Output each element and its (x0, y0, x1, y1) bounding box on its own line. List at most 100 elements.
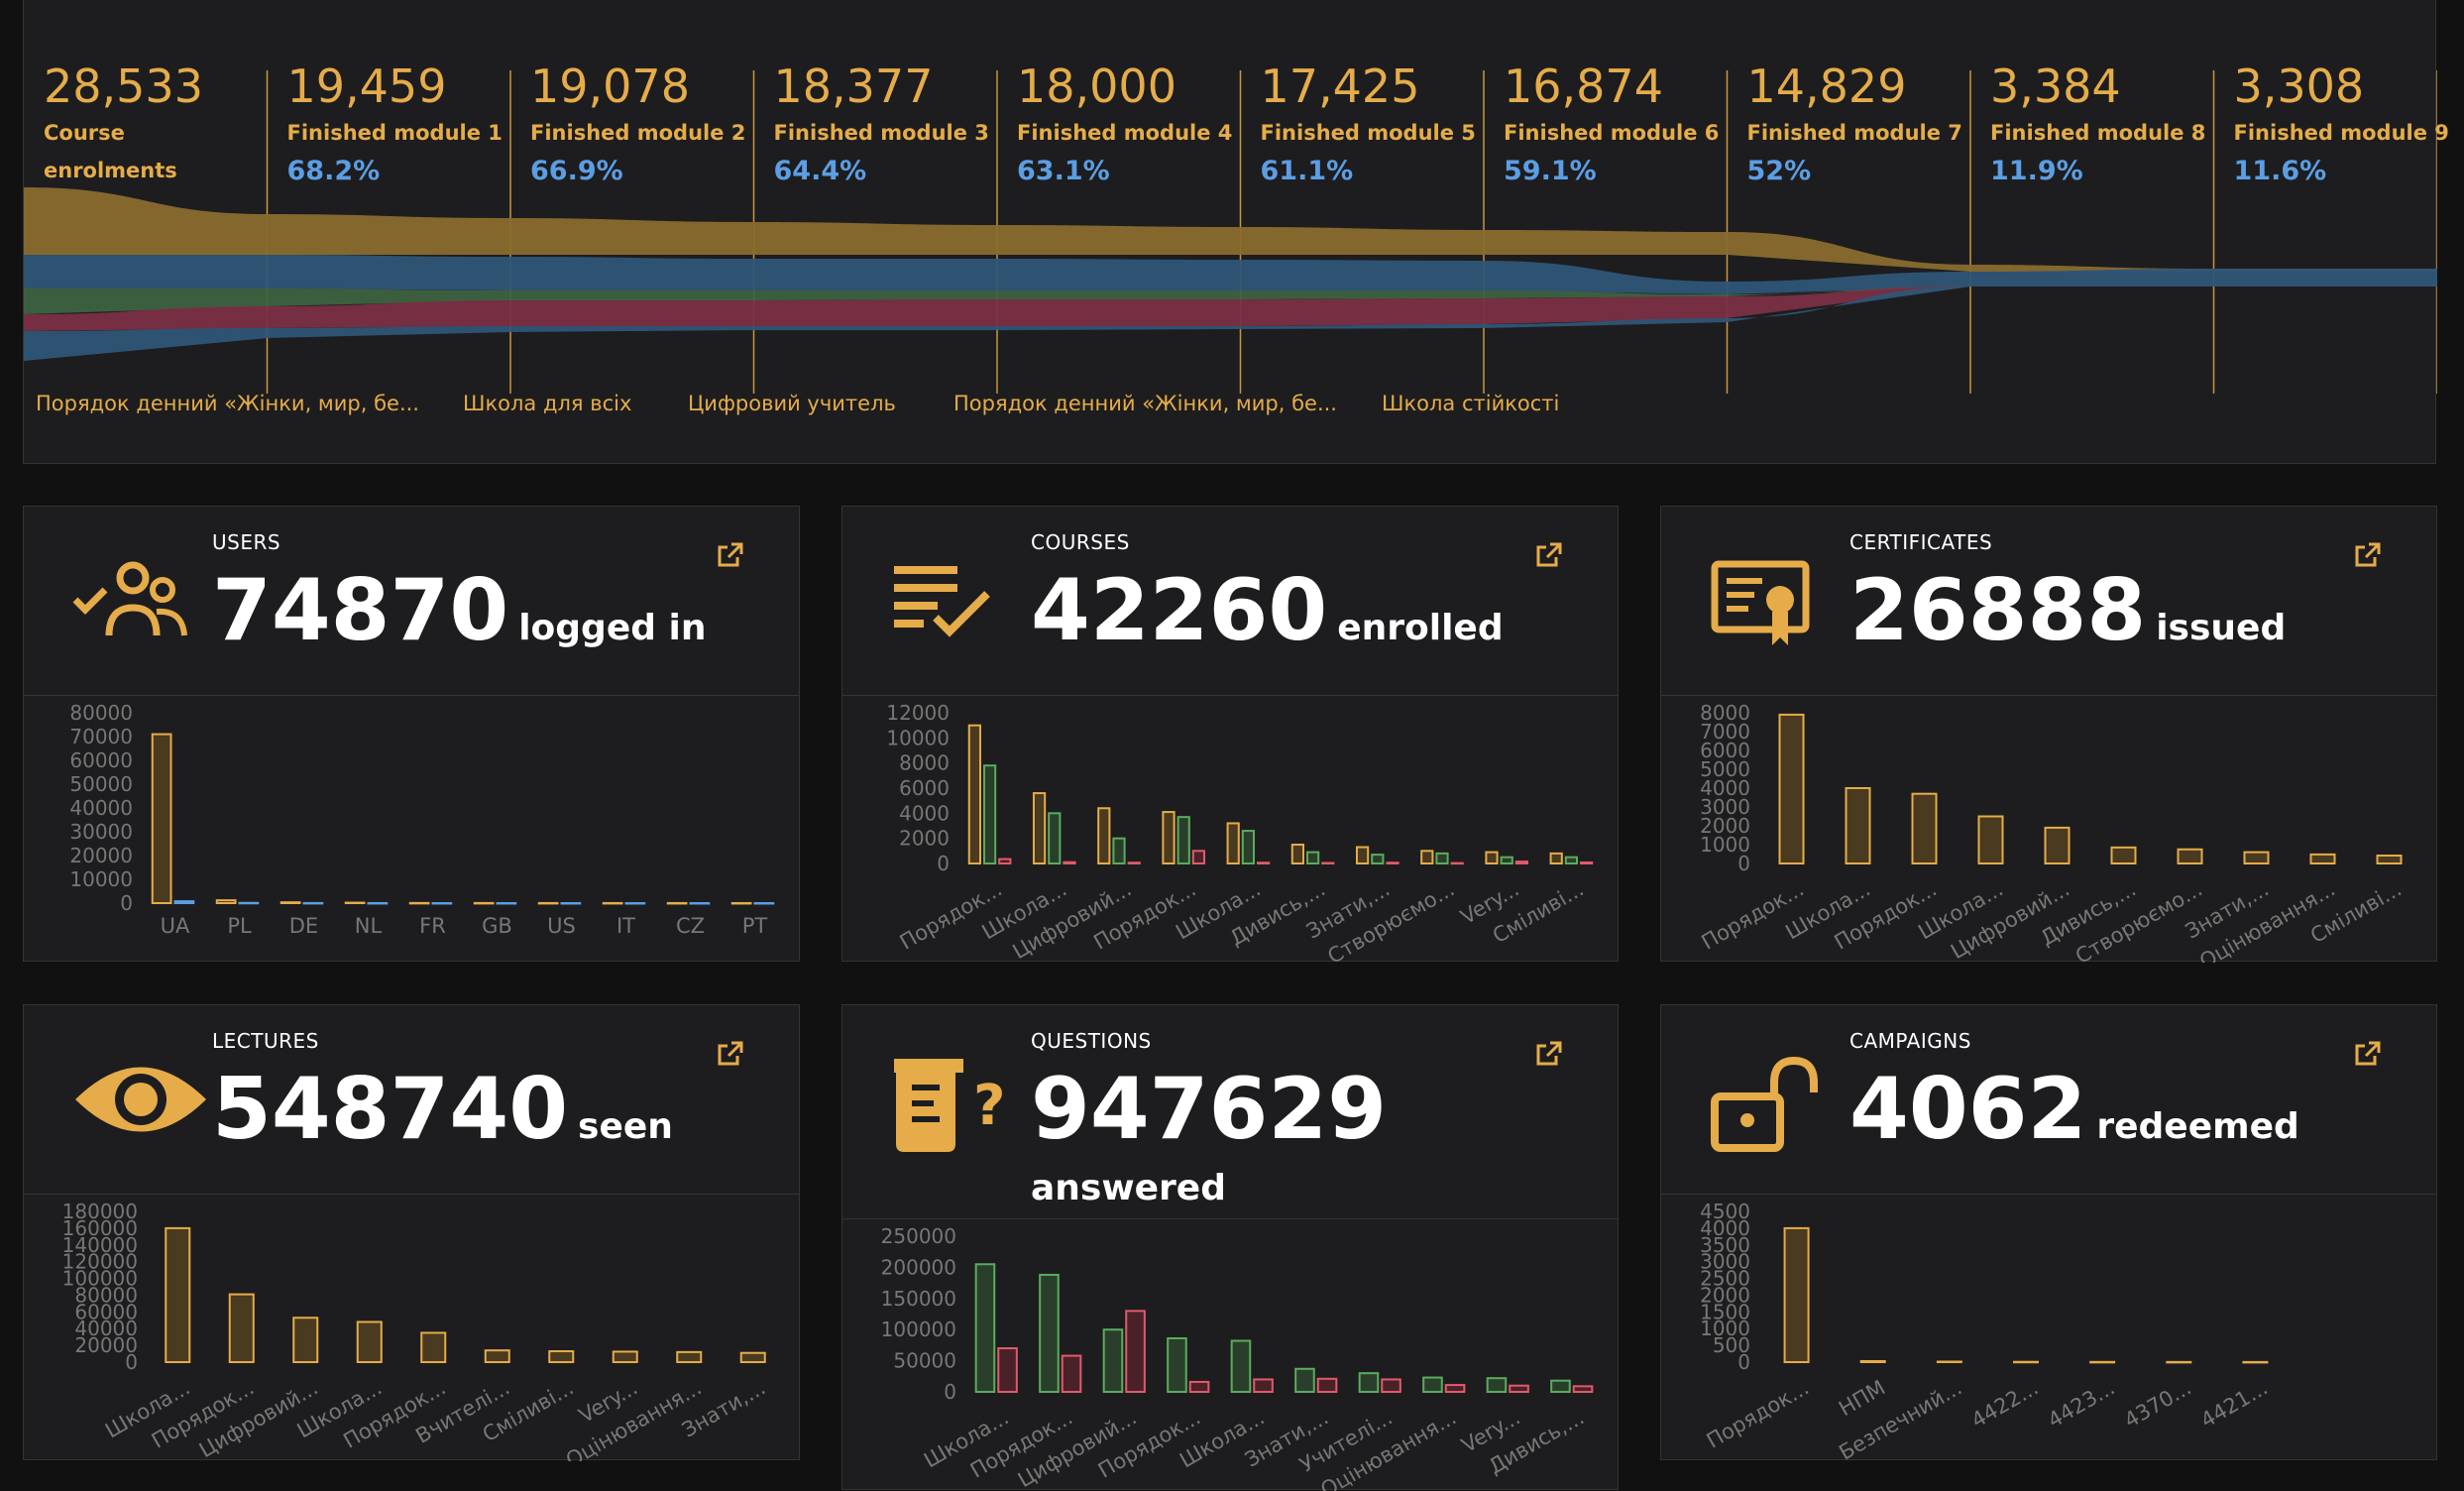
bar[interactable] (1061, 1354, 1082, 1394)
bar[interactable] (1241, 830, 1256, 864)
bar[interactable] (1486, 1377, 1508, 1394)
bar[interactable] (1859, 1359, 1886, 1363)
bar[interactable] (1911, 792, 1938, 864)
external-link-icon[interactable] (2353, 540, 2383, 570)
bar[interactable] (151, 733, 172, 904)
bar[interactable] (1063, 860, 1076, 865)
bar[interactable] (1048, 812, 1062, 865)
bar[interactable] (2243, 851, 2270, 865)
bar[interactable] (676, 1350, 703, 1364)
bar[interactable] (1500, 856, 1513, 865)
bar[interactable] (367, 901, 389, 905)
bar[interactable] (560, 901, 582, 905)
bar[interactable] (1572, 1385, 1594, 1394)
bar[interactable] (1381, 1378, 1401, 1394)
bar[interactable] (1549, 852, 1563, 865)
bar[interactable] (1230, 1339, 1252, 1393)
bar[interactable] (1783, 1226, 1810, 1364)
bar[interactable] (1386, 861, 1400, 865)
bar[interactable] (1226, 822, 1240, 864)
bar[interactable] (739, 1351, 766, 1363)
bar[interactable] (1162, 811, 1176, 864)
bar[interactable] (1039, 1273, 1060, 1394)
bar[interactable] (753, 901, 775, 905)
bar[interactable] (2309, 853, 2336, 865)
bar[interactable] (1420, 850, 1434, 864)
bar[interactable] (1977, 815, 2004, 864)
bar[interactable] (1371, 854, 1385, 864)
bar[interactable] (1032, 792, 1047, 864)
bar[interactable] (624, 901, 646, 905)
bar[interactable] (974, 1263, 996, 1394)
bar[interactable] (537, 901, 559, 905)
bar[interactable] (1778, 713, 1805, 865)
external-link-icon[interactable] (1534, 1039, 1564, 1069)
bar[interactable] (292, 1317, 319, 1363)
bar[interactable] (302, 901, 324, 905)
bar[interactable] (228, 1293, 255, 1363)
external-link-icon[interactable] (1534, 540, 1564, 570)
bar[interactable] (1564, 856, 1579, 865)
bar[interactable] (408, 901, 430, 905)
external-link-icon[interactable] (716, 540, 745, 570)
bar[interactable] (1580, 860, 1594, 864)
bar[interactable] (1316, 1377, 1338, 1393)
bar[interactable] (2376, 855, 2403, 865)
bar[interactable] (431, 901, 453, 905)
bar[interactable] (602, 901, 623, 905)
bar[interactable] (238, 901, 260, 905)
bar[interactable] (420, 1331, 447, 1363)
bar[interactable] (1257, 861, 1271, 865)
bar[interactable] (344, 901, 366, 905)
bar[interactable] (1191, 850, 1206, 864)
bar[interactable] (1514, 860, 1529, 865)
bar[interactable] (1253, 1378, 1274, 1394)
bar[interactable] (548, 1350, 575, 1363)
bar[interactable] (1290, 844, 1304, 864)
bar[interactable] (1097, 807, 1111, 865)
bar[interactable] (2166, 1360, 2192, 1364)
bar[interactable] (2242, 1360, 2269, 1364)
bar[interactable] (280, 901, 301, 905)
bar[interactable] (496, 901, 517, 905)
bar[interactable] (1450, 861, 1464, 865)
bar[interactable] (173, 900, 195, 905)
bar[interactable] (1305, 851, 1320, 865)
bar[interactable] (1167, 1336, 1187, 1393)
bar[interactable] (1845, 787, 1871, 864)
bar[interactable] (666, 901, 688, 905)
bar[interactable] (997, 1347, 1018, 1393)
bar[interactable] (2110, 846, 2137, 865)
bar[interactable] (1550, 1379, 1571, 1393)
bar[interactable] (1321, 861, 1335, 864)
bar[interactable] (473, 901, 495, 905)
bar[interactable] (484, 1349, 510, 1364)
bar[interactable] (689, 901, 711, 905)
external-link-icon[interactable] (716, 1039, 745, 1069)
bar[interactable] (1102, 1328, 1124, 1393)
bar[interactable] (967, 724, 981, 864)
bar[interactable] (2177, 848, 2203, 864)
bar[interactable] (215, 899, 237, 904)
bar[interactable] (1509, 1384, 1529, 1394)
bar[interactable] (356, 1320, 383, 1363)
bar[interactable] (1422, 1376, 1443, 1393)
bar[interactable] (1294, 1367, 1315, 1394)
bar[interactable] (612, 1350, 638, 1363)
bar[interactable] (1188, 1380, 1210, 1393)
bar[interactable] (2013, 1360, 2039, 1364)
bar[interactable] (1936, 1360, 1962, 1363)
bar[interactable] (2089, 1360, 2116, 1364)
bar[interactable] (1176, 816, 1190, 864)
bar[interactable] (1435, 852, 1449, 865)
bar[interactable] (1444, 1384, 1466, 1393)
bar[interactable] (2044, 826, 2071, 864)
bar[interactable] (1485, 851, 1499, 865)
bar[interactable] (1358, 1372, 1380, 1394)
bar[interactable] (1355, 846, 1370, 865)
bar[interactable] (982, 764, 997, 864)
external-link-icon[interactable] (2353, 1039, 2383, 1069)
bar[interactable] (165, 1226, 191, 1364)
bar[interactable] (730, 901, 752, 905)
bar[interactable] (1127, 861, 1141, 865)
